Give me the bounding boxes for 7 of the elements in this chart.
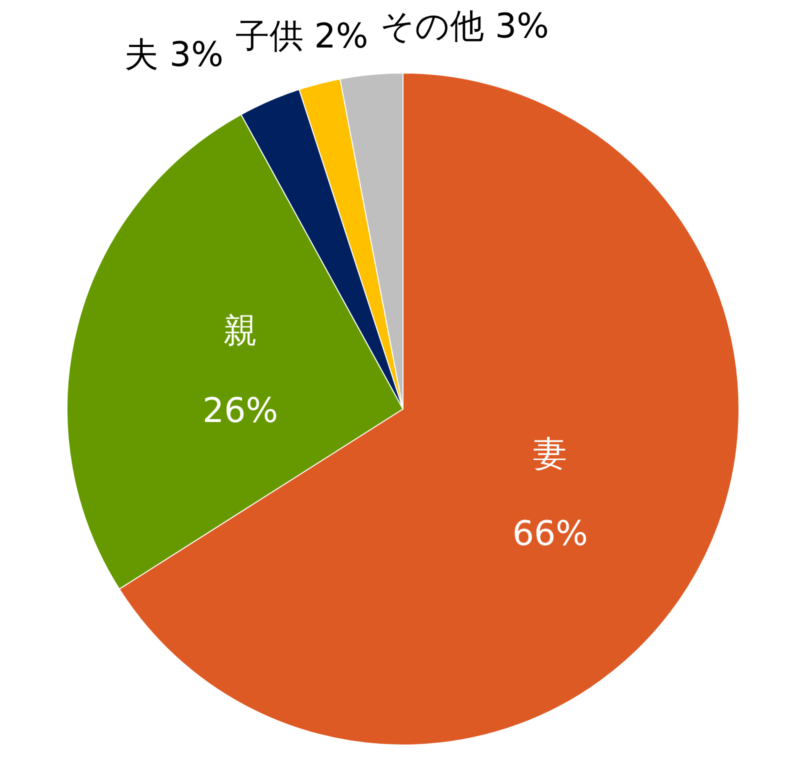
slice-label: 妻: [533, 434, 568, 474]
slice-label: 子供 2%: [235, 16, 368, 57]
slice-label: 親: [223, 311, 258, 352]
slice-label: 夫 3%: [124, 34, 224, 75]
data-label: 66%: [512, 514, 588, 554]
data-label: 26%: [202, 391, 278, 432]
slice-label: その他 3%: [380, 6, 549, 47]
